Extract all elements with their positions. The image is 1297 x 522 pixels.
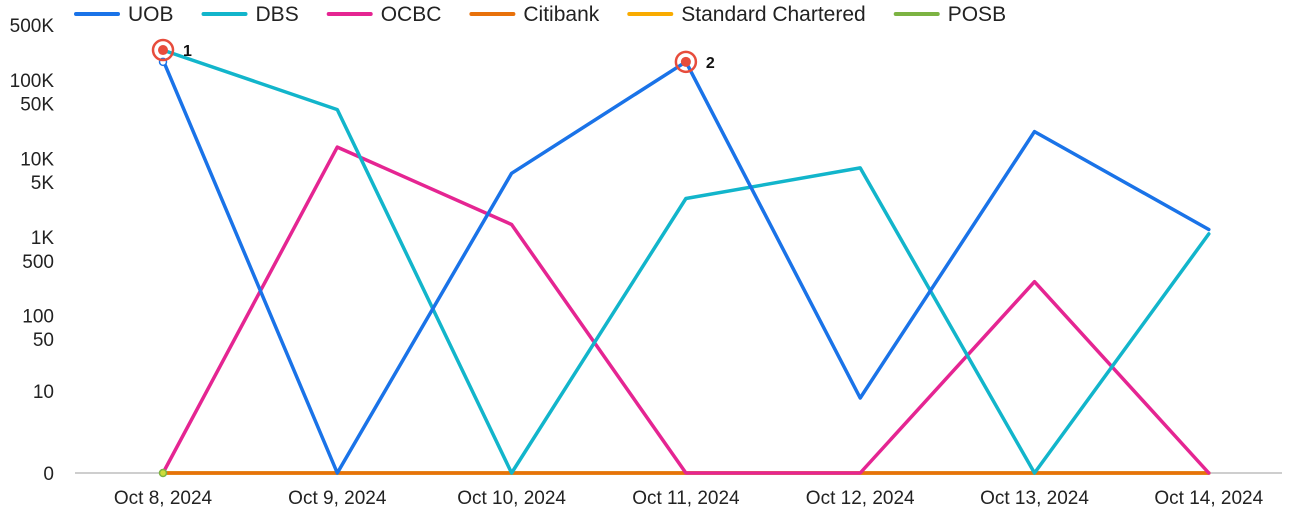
series-line-ocbc[interactable] (161, 145, 1211, 475)
legend-item-posb[interactable]: POSB (893, 3, 1006, 26)
legend-item-ocbc[interactable]: OCBC (326, 3, 442, 26)
y-tick-label: 10K (20, 150, 54, 171)
y-tick-label: 5K (31, 173, 55, 194)
x-tick-label: Oct 14, 2024 (1154, 488, 1263, 509)
y-tick-label: 1K (31, 228, 55, 249)
y-tick-label: 0 (43, 464, 54, 485)
legend-label-uob: UOB (128, 3, 174, 26)
annotation-ring (674, 50, 698, 74)
x-axis: Oct 8, 2024 Oct 9, 2024 Oct 10, 2024 Oct 11… (75, 472, 1282, 509)
series-line-uob[interactable] (161, 58, 1211, 475)
y-tick-label: 100K (10, 71, 55, 92)
annotation-marker-2[interactable]: 2 (674, 50, 715, 74)
annotation-dot (158, 45, 168, 56)
annotation-label: 1 (183, 43, 192, 60)
x-tick-label: Oct 9, 2024 (288, 488, 387, 509)
series-point-posb (158, 468, 168, 478)
x-tick-label: Oct 11, 2024 (632, 488, 740, 509)
x-tick-label: Oct 8, 2024 (114, 488, 213, 509)
y-tick-label: 100 (22, 306, 54, 327)
legend-item-uob[interactable]: UOB (74, 3, 174, 26)
annotation-label: 2 (706, 55, 715, 72)
x-tick-label: Oct 12, 2024 (806, 488, 915, 509)
x-tick-label: Oct 10, 2024 (457, 488, 566, 509)
legend-label-standard-chartered: Standard Chartered (681, 3, 865, 26)
y-tick-label: 500 (22, 252, 54, 273)
series-line-dbs[interactable] (161, 48, 1211, 475)
legend: UOB DBS OCBC Citibank Standard Chartered POSB (74, 3, 1006, 26)
legend-label-dbs: DBS (256, 3, 299, 26)
y-tick-label: 10 (33, 382, 54, 403)
legend-item-dbs[interactable]: DBS (201, 3, 299, 26)
y-tick-label: 50 (33, 330, 54, 351)
series-layer (158, 48, 1211, 478)
legend-label-posb: POSB (948, 3, 1006, 26)
annotation-layer: 12 (151, 38, 715, 74)
x-tick-label: Oct 13, 2024 (980, 488, 1089, 509)
annotation-ring (151, 38, 175, 62)
legend-label-ocbc: OCBC (381, 3, 442, 26)
legend-item-standard-chartered[interactable]: Standard Chartered (627, 3, 866, 26)
y-tick-label: 50K (20, 95, 54, 116)
annotation-marker-1[interactable]: 1 (151, 38, 192, 62)
y-tick-label: 500K (10, 16, 55, 37)
legend-item-citibank[interactable]: Citibank (469, 3, 600, 26)
annotation-dot (680, 56, 691, 67)
legend-label-citibank: Citibank (523, 3, 599, 26)
